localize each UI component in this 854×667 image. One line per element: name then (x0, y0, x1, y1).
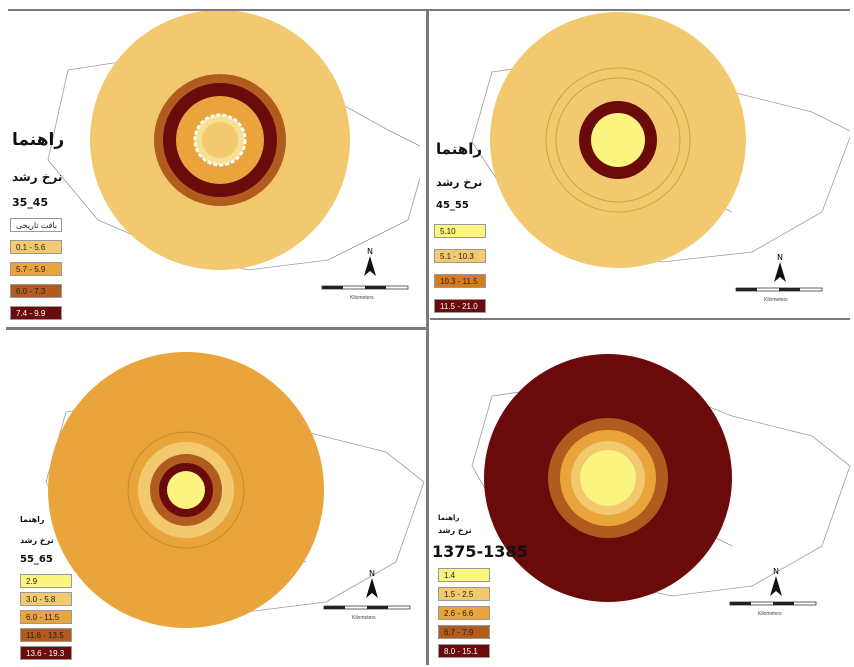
legend-label: 6.7 - 7.9 (444, 627, 474, 637)
legend-guide-title: راهنما (436, 140, 482, 158)
legend-label: 2.6 - 6.6 (444, 608, 474, 618)
legend-swatch (438, 625, 490, 639)
legend-label: 6.0 - 7.3 (16, 286, 46, 296)
legend-swatch (20, 646, 72, 660)
legend-label: 2.9 (26, 576, 38, 586)
legend-swatch (10, 218, 62, 232)
north-label: N (369, 569, 375, 578)
legend-label: 3.0 - 5.8 (26, 594, 56, 604)
scale-bar: Kilometers (729, 601, 817, 617)
legend-rate-title: نرخ رشد (438, 526, 472, 535)
north-arrow-icon: N (364, 247, 376, 276)
legend-swatch (434, 274, 486, 288)
legend-swatch (10, 262, 62, 276)
north-arrow-icon: N (774, 253, 786, 282)
legend-period: 45_55 (436, 200, 469, 211)
map-panel-1375-1385: راهنما نرخ رشد 1375-1385 1.4 1.5 - 2.5 2… (432, 326, 852, 665)
inner-core (167, 471, 205, 509)
legend-swatch (10, 284, 62, 298)
legend-guide-title: راهنما (438, 514, 460, 522)
frame-horizontal-left (6, 327, 426, 330)
inner-core (591, 113, 645, 167)
legend-guide-title: راهنما (20, 515, 45, 524)
frame-top (8, 9, 850, 11)
scale-bar: Kilometers (735, 287, 823, 303)
inner-core (202, 122, 238, 158)
legend-swatch (20, 628, 72, 642)
legend-label: 10.3 - 11.5 (440, 276, 478, 286)
ring-soft (545, 67, 691, 213)
legend-swatch (434, 249, 486, 263)
legend-period: 35_45 (12, 196, 49, 209)
north-arrow-icon: N (366, 569, 378, 598)
scale-label: Kilometers (764, 297, 788, 303)
legend-swatch (438, 644, 490, 658)
scale-label: Kilometers (350, 295, 374, 301)
legend-swatch (20, 574, 72, 588)
legend-rate-title: نرخ رشد (20, 536, 54, 545)
north-arrow-icon: N (770, 567, 782, 596)
inner-core (580, 450, 636, 506)
north-label: N (777, 253, 783, 262)
legend-period: 1375-1385 (432, 542, 528, 561)
legend-label: 11.5 - 21.0 (440, 301, 478, 311)
legend-label: 5.10 (440, 226, 456, 236)
legend-swatch (20, 592, 72, 606)
legend-label: 7.4 - 9.9 (16, 308, 46, 318)
legend-label: 1.4 (444, 570, 456, 580)
legend-label: 11.6 - 13.5 (26, 630, 64, 640)
legend-swatch (438, 587, 490, 601)
legend-swatch (438, 568, 490, 582)
legend-swatch (434, 224, 486, 238)
legend-swatch (10, 240, 62, 254)
map-55-65 (45, 352, 425, 628)
map-1375-1385 (471, 354, 851, 602)
legend-label: 6.0 - 11.5 (26, 612, 60, 622)
map-35-45 (47, 10, 420, 271)
ring-soft (555, 77, 681, 203)
legend-label: 0.1 - 5.6 (16, 242, 46, 252)
legend-label: 8.0 - 15.1 (444, 646, 478, 656)
legend-swatch (438, 606, 490, 620)
legend-period: 55_65 (20, 554, 53, 565)
legend-swatch (20, 610, 72, 624)
legend-label: 1.5 - 2.5 (444, 589, 474, 599)
map-45-55 (471, 12, 850, 268)
legend-swatch (434, 299, 486, 313)
legend-guide-title: راهنما (12, 130, 65, 150)
legend-label: 5.1 - 10.3 (440, 251, 474, 261)
map-panel-55-65: راهنما نرخ رشد 55_65 2.9 3.0 - 5.8 6.0 -… (6, 332, 426, 665)
legend-label: 13.6 - 19.3 (26, 648, 65, 658)
north-label: N (773, 567, 779, 576)
frame-horizontal-right (430, 318, 850, 320)
frame-vertical (426, 9, 429, 665)
legend-label: 5.7 - 5.9 (16, 264, 46, 274)
map-panel-35-45: راهنما نرخ رشد 35_45 بافت تاریخی 0.1 - 5… (8, 10, 420, 328)
legend-label: بافت تاریخی (16, 220, 58, 230)
legend-rate-title: نرخ رشد (12, 170, 63, 184)
legend-rate-title: نرخ رشد (436, 176, 483, 189)
scale-bar: Kilometers (323, 605, 411, 621)
scale-label: Kilometers (758, 611, 782, 617)
map-panel-45-55: راهنما نرخ رشد 45_55 5.10 5.1 - 10.3 10.… (432, 12, 850, 318)
north-label: N (367, 247, 373, 256)
scale-label: Kilometers (352, 615, 376, 621)
legend-swatch (10, 306, 62, 320)
scale-bar: Kilometers (321, 285, 409, 301)
